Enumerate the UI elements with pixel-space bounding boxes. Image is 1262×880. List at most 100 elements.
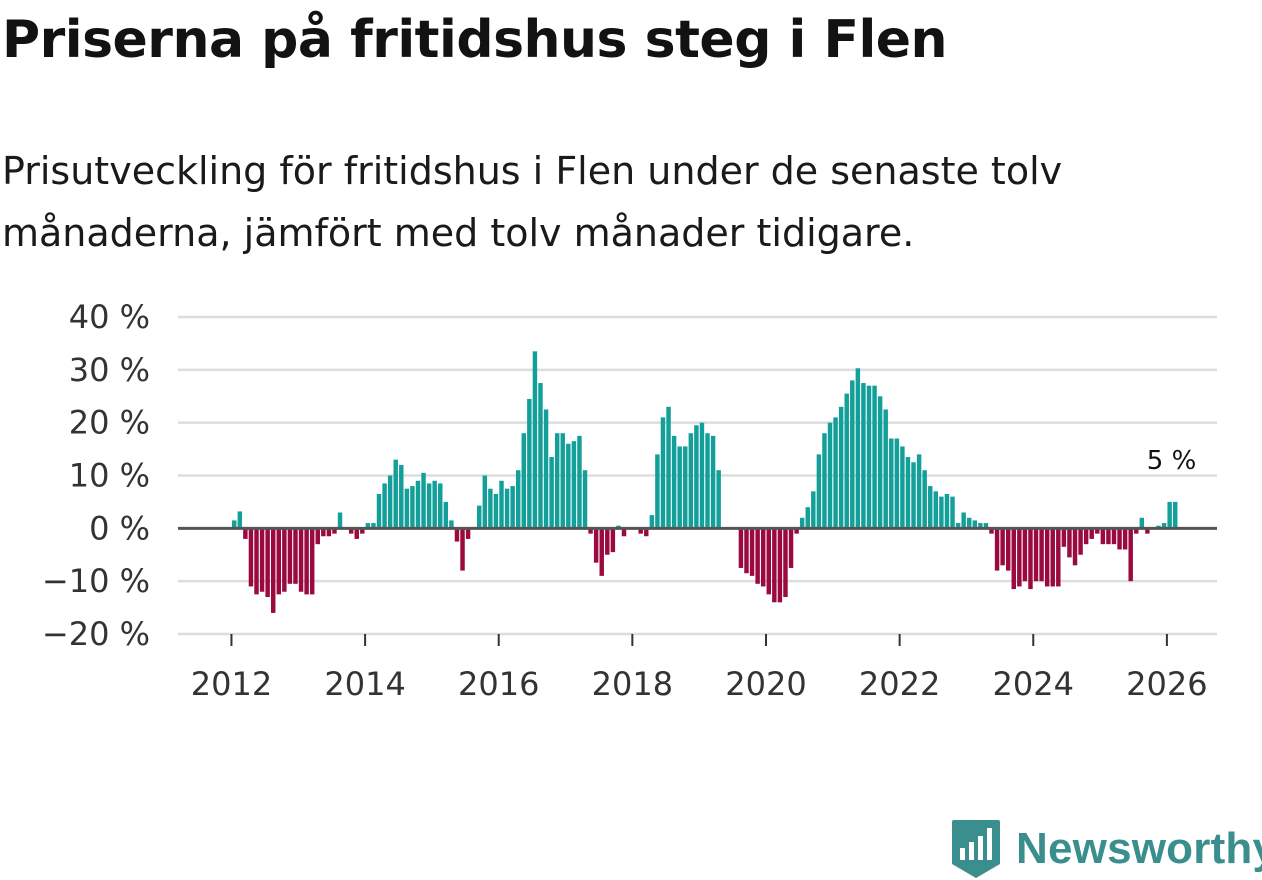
bar-series: [232, 351, 1177, 613]
bar: [677, 446, 681, 528]
newsworthy-logo-text: Newsworthy: [1016, 824, 1262, 874]
bar: [382, 483, 386, 528]
bar: [1017, 528, 1021, 586]
bar: [355, 528, 359, 539]
bar: [711, 436, 715, 528]
y-tick-label: −20 %: [42, 615, 150, 653]
bar: [310, 528, 314, 594]
bar: [1028, 528, 1032, 589]
bar: [499, 481, 503, 529]
bar: [705, 433, 709, 528]
bar: [1012, 528, 1016, 589]
bar: [1000, 528, 1004, 565]
bar: [683, 446, 687, 528]
bar: [995, 528, 999, 570]
bar: [304, 528, 308, 594]
y-tick-label: 20 %: [69, 404, 150, 442]
bar: [839, 407, 843, 529]
bar: [1006, 528, 1010, 570]
bar: [427, 483, 431, 528]
bar: [911, 462, 915, 528]
bar: [950, 497, 954, 529]
bar: [844, 394, 848, 529]
newsworthy-logo-icon: [950, 818, 1002, 880]
bar: [527, 399, 531, 528]
bar: [555, 433, 559, 528]
newsworthy-logo[interactable]: Newsworthy: [950, 818, 1262, 880]
bar: [561, 433, 565, 528]
bar: [1117, 528, 1121, 549]
y-axis: 40 %30 %20 %10 %0 %−10 %−20 %: [42, 298, 150, 653]
y-tick-label: −10 %: [42, 562, 150, 600]
bar: [945, 494, 949, 528]
bar: [806, 507, 810, 528]
bar: [883, 409, 887, 528]
bar: [661, 417, 665, 528]
y-tick-label: 0 %: [89, 509, 150, 547]
bar: [583, 470, 587, 528]
bar: [494, 494, 498, 528]
bar: [238, 511, 242, 528]
bar: [288, 528, 292, 583]
bar: [650, 515, 654, 528]
y-tick-label: 30 %: [69, 351, 150, 389]
bar: [538, 383, 542, 528]
bar: [811, 491, 815, 528]
bar: [271, 528, 275, 613]
bar: [544, 409, 548, 528]
bar: [1045, 528, 1049, 586]
bar: [939, 497, 943, 529]
bar: [828, 423, 832, 529]
bar: [1034, 528, 1038, 581]
bar: [516, 470, 520, 528]
bar: [483, 476, 487, 529]
bar: [967, 518, 971, 529]
bar: [438, 483, 442, 528]
bar: [410, 486, 414, 528]
bar: [466, 528, 470, 539]
bar: [1023, 528, 1027, 581]
bar: [922, 470, 926, 528]
bar: [739, 528, 743, 568]
bar: [399, 465, 403, 528]
bar: [254, 528, 258, 594]
bar: [611, 528, 615, 552]
bar: [393, 460, 397, 529]
annotation-label: 5 %: [1147, 446, 1197, 476]
x-tick-label: 2026: [1126, 665, 1207, 703]
bar: [432, 481, 436, 529]
bar: [260, 528, 264, 591]
bar: [689, 433, 693, 528]
bar: [1140, 518, 1144, 529]
bar: [265, 528, 269, 597]
bar: [549, 457, 553, 528]
x-tick-label: 2016: [458, 665, 539, 703]
bar: [878, 396, 882, 528]
bar: [761, 528, 765, 586]
bar: [822, 433, 826, 528]
bar: [789, 528, 793, 568]
bar: [889, 439, 893, 529]
bar: [416, 481, 420, 529]
bar: [755, 528, 759, 583]
bar: [833, 417, 837, 528]
bar: [783, 528, 787, 597]
bar: [744, 528, 748, 573]
bar: [934, 491, 938, 528]
bar: [694, 425, 698, 528]
bar: [405, 489, 409, 529]
bar: [600, 528, 604, 576]
bar: [861, 383, 865, 528]
bar: [533, 351, 537, 528]
bar: [1062, 528, 1066, 546]
bar: [655, 454, 659, 528]
bar: [672, 436, 676, 528]
x-tick-label: 2012: [191, 665, 272, 703]
bar: [455, 528, 459, 541]
bar: [577, 436, 581, 528]
bar: [750, 528, 754, 576]
bar: [800, 518, 804, 529]
bar: [850, 380, 854, 528]
